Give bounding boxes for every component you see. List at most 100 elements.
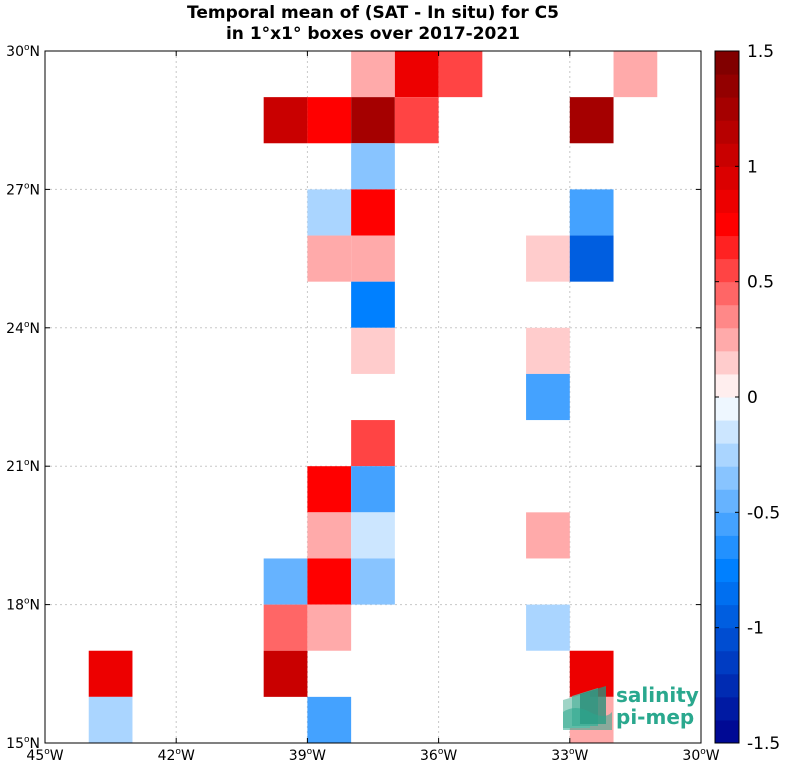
- x-tick-label: 36oW: [420, 747, 457, 763]
- salinity-pimep-logo: salinity pi-mep: [563, 683, 699, 730]
- colorbar-swatch: [715, 627, 739, 652]
- colorbar-swatch: [715, 97, 739, 121]
- y-tick-label: 24oN: [6, 320, 40, 337]
- heatmap-cell: [88, 650, 133, 697]
- plot-area: salinity pi-mep 45oW 42oW 39oW 36oW 33oW 30oW…: [6, 43, 720, 763]
- colorbar-swatch: [715, 166, 739, 190]
- heatmap-cell: [569, 189, 614, 236]
- colorbar-swatch: [715, 304, 739, 329]
- heatmap-cell: [613, 51, 658, 98]
- heatmap-cell: [394, 51, 439, 98]
- x-tick-label: 33oW: [551, 747, 588, 763]
- heatmap-cell: [569, 235, 614, 282]
- x-axis: 45oW 42oW 39oW 36oW 33oW 30oW: [26, 51, 720, 763]
- colorbar-swatch: [715, 350, 739, 375]
- y-tick-label: 18oN: [6, 597, 40, 614]
- heatmap-cell: [526, 512, 570, 559]
- colorbar-swatch: [715, 327, 739, 352]
- colorbar-tick-label: -1.5: [747, 734, 780, 754]
- x-tick-label: 30oW: [682, 747, 719, 763]
- colorbar-swatch: [715, 650, 739, 675]
- colorbar-swatch: [715, 212, 739, 237]
- colorbar-swatch: [715, 489, 739, 513]
- colorbar-swatch: [715, 558, 739, 583]
- colorbar-swatch: [715, 74, 739, 98]
- heatmap-cell: [526, 373, 570, 421]
- heatmap-cell: [307, 235, 352, 282]
- heatmap-cell: [569, 97, 614, 144]
- heatmap-cell: [351, 466, 395, 513]
- colorbar-swatch: [715, 397, 739, 421]
- colorbar-tick-label: 1.5: [747, 42, 774, 62]
- y-axis: 15oN 18oN 21oN 24oN 27oN 30oN: [6, 43, 701, 752]
- colorbar-swatch: [715, 581, 739, 606]
- colorbar-swatch: [715, 281, 739, 306]
- colorbar-swatch: [715, 235, 739, 260]
- heatmap-cell: [526, 604, 570, 651]
- heatmap-cell: [307, 189, 352, 236]
- colorbar-tick-label: -0.5: [747, 503, 780, 523]
- heatmap-cell: [526, 327, 570, 374]
- heatmap-cell: [263, 604, 308, 651]
- heatmap-cell: [351, 189, 395, 236]
- heatmap-cell: [263, 650, 308, 697]
- heatmap-cell: [526, 235, 570, 282]
- heatmap-cell: [307, 97, 352, 144]
- colorbar-swatches: [715, 51, 739, 744]
- heatmap-cell: [438, 51, 483, 98]
- y-tick-label: 30oN: [6, 43, 40, 60]
- heatmap-cell: [307, 512, 352, 559]
- colorbar: 1.5 1 0.5 0 -0.5 -1 -1.5: [714, 42, 780, 754]
- colorbar-swatch: [715, 120, 739, 144]
- wave-logo-icon: [563, 686, 612, 730]
- colorbar-swatch: [715, 51, 739, 75]
- heatmap-cell: [307, 466, 352, 513]
- x-tick-label: 45oW: [26, 747, 63, 763]
- heatmap-cell: [307, 604, 352, 651]
- x-tick-label: 39oW: [289, 747, 326, 763]
- colorbar-tick-label: 0: [747, 388, 758, 408]
- heatmap-cell: [88, 696, 133, 743]
- colorbar-swatch: [715, 189, 739, 213]
- heatmap-cells: [88, 51, 658, 743]
- heatmap-cell: [569, 650, 614, 697]
- logo-text-salinity: salinity: [616, 683, 699, 707]
- colorbar-swatch: [715, 143, 739, 167]
- colorbar-tick-label: 0.5: [747, 273, 774, 293]
- plot-frame: [44, 50, 702, 744]
- heatmap-cell: [263, 97, 308, 144]
- colorbar-swatch: [715, 373, 739, 398]
- x-tick-label: 42oW: [158, 747, 195, 763]
- heatmap-cell: [351, 512, 395, 559]
- colorbar-swatch: [715, 443, 739, 467]
- heatmap-cell: [394, 97, 439, 144]
- heatmap-cell: [351, 51, 395, 98]
- colorbar-swatch: [715, 673, 739, 698]
- colorbar-swatch: [715, 535, 739, 559]
- colorbar-tick-label: -1: [747, 619, 764, 639]
- colorbar-swatch: [715, 719, 739, 744]
- chart-subtitle: in 1°x1° boxes over 2017-2021: [226, 24, 520, 44]
- y-tick-label: 21oN: [6, 458, 40, 475]
- colorbar-swatch: [715, 258, 739, 283]
- colorbar-swatch: [715, 604, 739, 629]
- heatmap-cell: [351, 420, 395, 467]
- colorbar-swatch: [715, 512, 739, 536]
- heatmap-cell: [351, 281, 395, 328]
- heatmap-cell: [351, 143, 395, 190]
- heatmap-cell: [351, 327, 395, 374]
- heatmap-cell: [307, 558, 352, 605]
- heatmap-cell: [351, 558, 395, 605]
- heatmap-cell: [307, 696, 352, 743]
- heatmap-cell: [263, 558, 308, 605]
- colorbar-tick-label: 1: [747, 157, 758, 177]
- y-tick-label: 27oN: [6, 181, 40, 198]
- colorbar-swatch: [715, 696, 739, 721]
- colorbar-swatch: [715, 420, 739, 444]
- chart-title: Temporal mean of (SAT - In situ) for C5: [187, 3, 559, 23]
- y-tick-label: 15oN: [6, 735, 40, 752]
- colorbar-swatch: [715, 466, 739, 490]
- heatmap-cell: [351, 97, 395, 144]
- logo-text-pimep: pi-mep: [616, 705, 694, 729]
